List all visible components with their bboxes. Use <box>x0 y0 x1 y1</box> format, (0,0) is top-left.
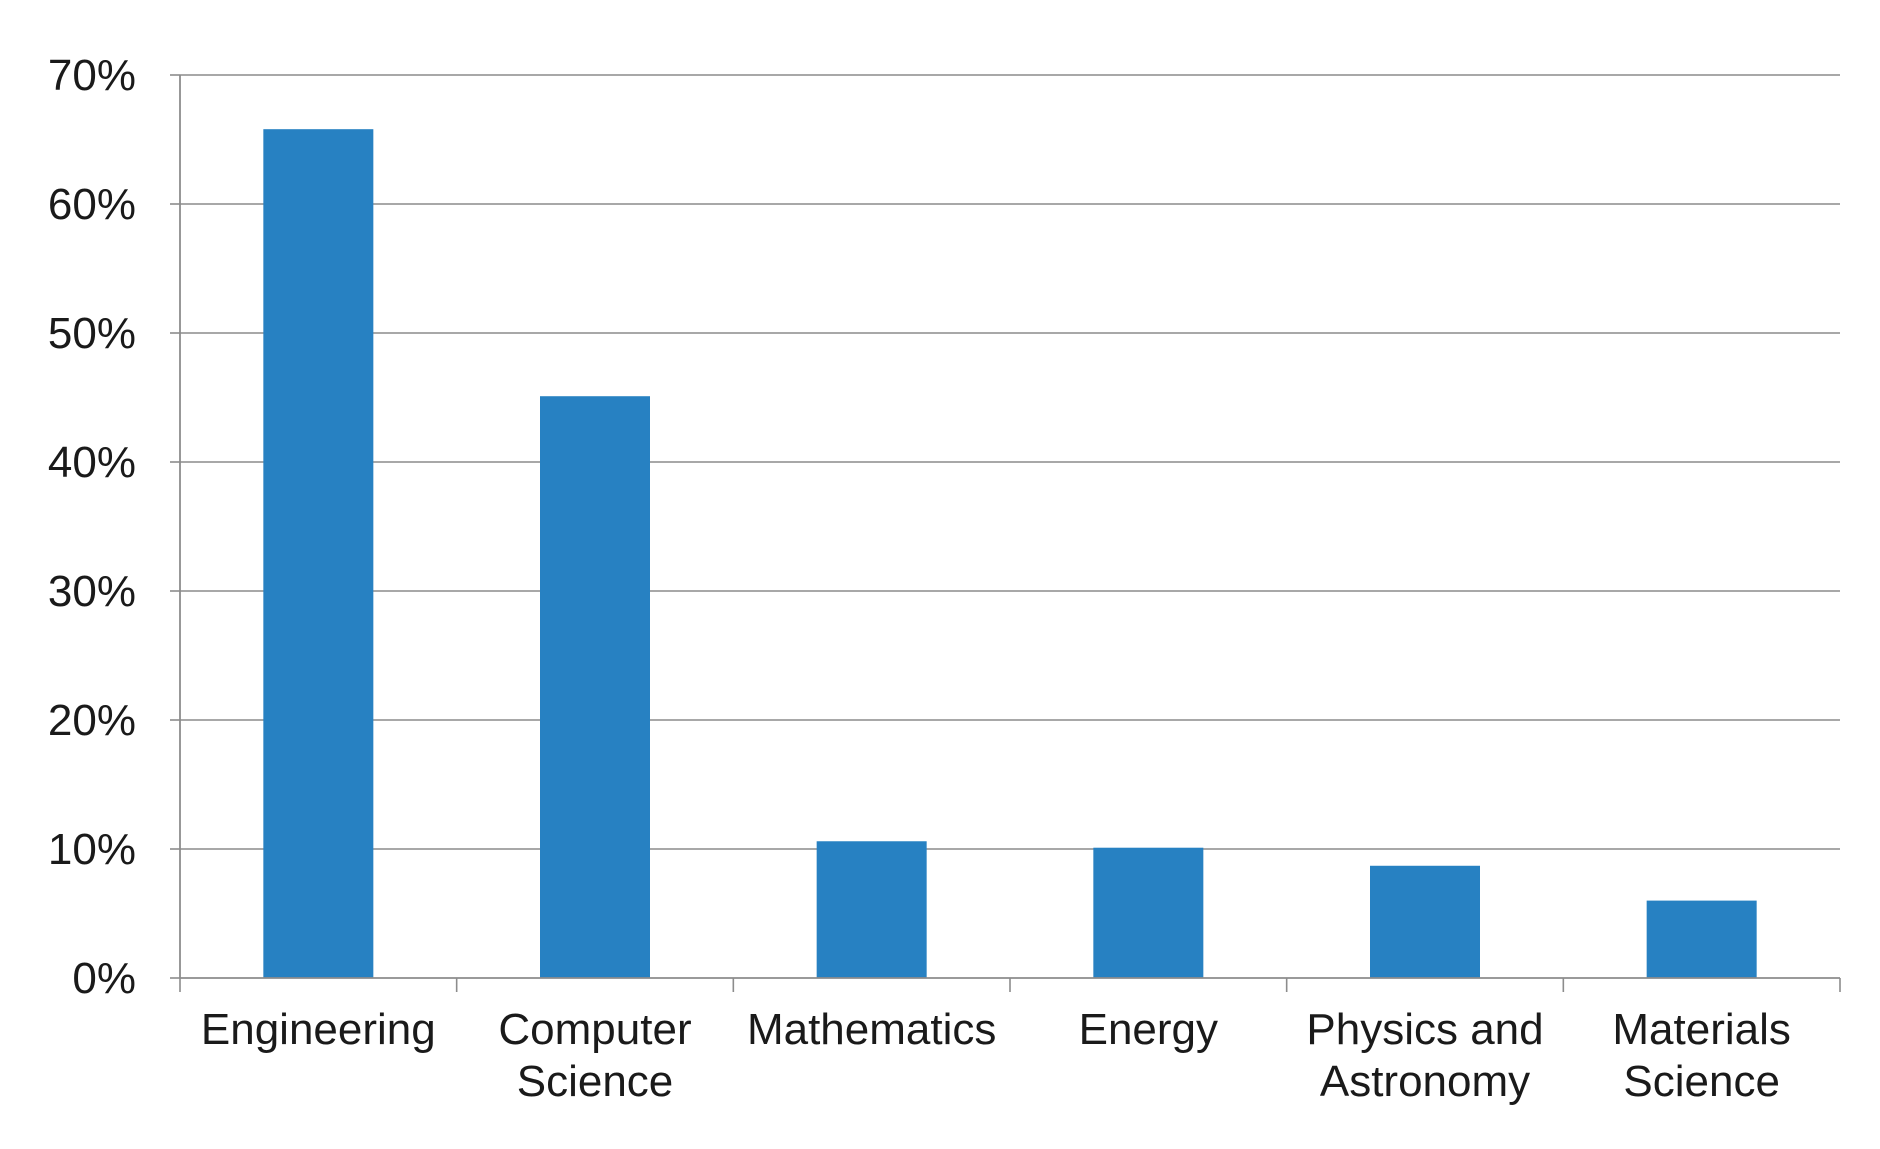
x-category-label-line: Computer <box>498 1005 691 1054</box>
x-category-label-line: Physics and <box>1306 1005 1543 1054</box>
x-axis <box>179 75 1841 992</box>
y-tick-label: 40% <box>48 438 136 487</box>
x-category-label: Engineering <box>201 1005 436 1054</box>
y-tick-label: 60% <box>48 180 136 229</box>
y-tick-label: 30% <box>48 567 136 616</box>
bar-physics-and-astronomy <box>1370 865 1480 978</box>
y-tick-label: 20% <box>48 696 136 745</box>
x-category-label-line: Astronomy <box>1320 1057 1530 1106</box>
y-axis-tick-labels: 0% 10% 20% 30% 40% 50% 60% 70% <box>48 51 136 1003</box>
bar-energy <box>1093 847 1204 978</box>
y-tick-label: 50% <box>48 309 136 358</box>
x-category-label: Mathematics <box>747 1005 996 1054</box>
x-category-label-line: Mathematics <box>747 1005 996 1054</box>
x-category-label: Materials Science <box>1612 1005 1791 1106</box>
bar-materials-science <box>1646 900 1757 978</box>
x-category-label: Computer Science <box>498 1005 691 1106</box>
x-category-label-line: Energy <box>1079 1005 1218 1054</box>
y-tick-label: 70% <box>48 51 136 100</box>
x-category-label-line: Science <box>517 1057 674 1106</box>
x-category-label: Energy <box>1079 1005 1218 1054</box>
bar-engineering <box>263 129 374 978</box>
bars <box>263 129 1757 979</box>
x-category-label: Physics and Astronomy <box>1306 1005 1543 1106</box>
x-category-label-line: Science <box>1623 1057 1780 1106</box>
y-tick-label: 10% <box>48 825 136 874</box>
bar-mathematics <box>816 841 927 978</box>
x-category-label-line: Materials <box>1612 1005 1791 1054</box>
bar-computer-science <box>540 396 650 979</box>
x-category-label-line: Engineering <box>201 1005 436 1054</box>
gridlines <box>170 74 1840 979</box>
y-tick-label: 0% <box>72 954 136 1003</box>
